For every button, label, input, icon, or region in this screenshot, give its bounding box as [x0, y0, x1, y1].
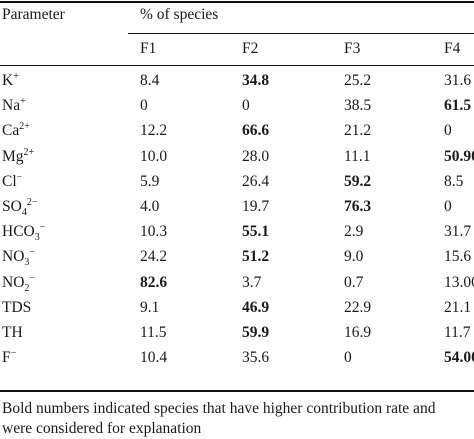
- cell-f1: 10.0: [140, 147, 168, 165]
- cell-f3: 22.9: [344, 298, 372, 316]
- header-percent-species: % of species: [140, 6, 219, 23]
- cell-f4: 13.00: [444, 273, 474, 291]
- row-parameter-base: NO: [2, 273, 25, 291]
- cell-f4: 15.6: [444, 248, 472, 266]
- cell-f1: 82.6: [140, 273, 168, 291]
- cell-f2: 46.9: [242, 298, 270, 316]
- cell-f3: 25.2: [344, 72, 372, 89]
- cell-f3: 76.3: [344, 198, 372, 215]
- row-parameter-charge: −: [10, 348, 17, 360]
- row-parameter-subscript: 3: [24, 257, 30, 269]
- row-parameter: TH: [2, 324, 23, 342]
- row-parameter: Na+: [2, 97, 26, 115]
- table-top-rule: [0, 1, 474, 3]
- cell-f2: 26.4: [242, 172, 270, 190]
- cell-f2: 34.8: [242, 72, 270, 89]
- cell-f1: 11.5: [140, 324, 167, 341]
- row-parameter: NO2−: [2, 272, 36, 294]
- footnote-line-1: Bold numbers indicated species that have…: [2, 400, 436, 417]
- footnote-line-2: were considered for explanation: [2, 420, 202, 437]
- header-bottom-rule: [0, 65, 474, 66]
- cell-f2: 51.2: [242, 248, 270, 266]
- row-parameter-charge: −: [39, 222, 46, 234]
- row-parameter: NO3−: [2, 247, 36, 269]
- row-parameter: SO42−: [2, 197, 38, 218]
- cell-f3: 11.1: [344, 147, 371, 165]
- row-parameter-subscript: 4: [21, 207, 27, 218]
- row-parameter: Ca2+: [2, 122, 30, 140]
- cell-f3: 16.9: [344, 324, 372, 341]
- row-parameter-base: Mg: [2, 147, 24, 165]
- row-parameter-base: Na: [2, 97, 21, 115]
- row-parameter-charge: −: [29, 247, 36, 259]
- cell-f1: 9.1: [140, 298, 160, 316]
- row-parameter-charge: +: [13, 71, 19, 82]
- cell-f4: 0: [444, 198, 452, 215]
- table-bottom-rule: [0, 390, 474, 392]
- cell-f3: 59.2: [344, 172, 372, 190]
- cell-f2: 28.0: [242, 147, 270, 165]
- header-span-rule: [128, 33, 474, 34]
- header-parameter: Parameter: [2, 6, 65, 23]
- row-parameter-charge: 2−: [26, 197, 38, 208]
- row-parameter-base: Ca: [2, 122, 20, 140]
- cell-f1: 12.2: [140, 122, 168, 140]
- row-parameter-base: Cl: [2, 172, 17, 190]
- cell-f1: 5.9: [140, 172, 160, 190]
- row-parameter-base: HCO: [2, 223, 35, 241]
- cell-f4: 0: [444, 122, 452, 140]
- row-parameter-base: SO: [2, 198, 22, 215]
- cell-f3: 0.7: [344, 273, 364, 291]
- row-parameter-charge: 2+: [19, 121, 30, 133]
- row-parameter-charge: 2+: [23, 146, 35, 158]
- cell-f3: 21.2: [344, 122, 372, 140]
- row-parameter-charge: +: [20, 96, 26, 108]
- row-parameter-base: TH: [2, 324, 23, 341]
- cell-f2: 55.1: [242, 223, 270, 241]
- cell-f3: 38.5: [344, 97, 372, 115]
- row-parameter: Cl−: [2, 171, 23, 191]
- cell-f4: 50.90: [444, 147, 474, 165]
- row-parameter-base: NO: [2, 248, 25, 266]
- header-col-f4: F4: [444, 40, 461, 57]
- cell-f1: 4.0: [140, 198, 160, 215]
- cell-f4: 54.00: [444, 349, 474, 367]
- row-parameter: TDS: [2, 299, 31, 317]
- cell-f3: 0: [344, 349, 352, 367]
- cell-f2: 0: [242, 97, 250, 115]
- header-col-f3: F3: [344, 40, 361, 57]
- cell-f2: 3.7: [242, 273, 262, 291]
- cell-f1: 0: [140, 97, 148, 115]
- cell-f1: 10.4: [140, 349, 168, 367]
- row-parameter: HCO3−: [2, 222, 46, 244]
- cell-f1: 10.3: [140, 223, 168, 241]
- row-parameter: K+: [2, 72, 19, 90]
- cell-f2: 19.7: [242, 198, 270, 215]
- cell-f1: 24.2: [140, 248, 168, 266]
- cell-f2: 35.6: [242, 349, 270, 367]
- cell-f4: 31.6: [444, 72, 472, 89]
- cell-f1: 8.4: [140, 72, 160, 89]
- row-parameter-base: F: [2, 349, 11, 367]
- cell-f4: 21.1: [444, 298, 472, 316]
- cell-f3: 2.9: [344, 223, 364, 241]
- cell-f4: 31.7: [444, 223, 472, 241]
- row-parameter-base: TDS: [2, 298, 32, 316]
- header-col-f2: F2: [242, 40, 259, 57]
- row-parameter: Mg2+: [2, 146, 35, 166]
- cell-f2: 66.6: [242, 122, 270, 140]
- cell-f4: 61.5: [444, 97, 472, 115]
- cell-f4: 8.5: [444, 172, 464, 190]
- row-parameter-charge: −: [29, 272, 36, 284]
- row-parameter-charge: −: [16, 171, 23, 183]
- cell-f4: 11.7: [444, 324, 471, 341]
- cell-f2: 59.9: [242, 324, 270, 341]
- row-parameter-subscript: 2: [24, 282, 30, 294]
- row-parameter: F−: [2, 349, 16, 367]
- row-parameter-subscript: 3: [34, 232, 40, 244]
- cell-f3: 9.0: [344, 248, 364, 266]
- header-col-f1: F1: [140, 40, 157, 57]
- row-parameter-base: K: [2, 72, 14, 89]
